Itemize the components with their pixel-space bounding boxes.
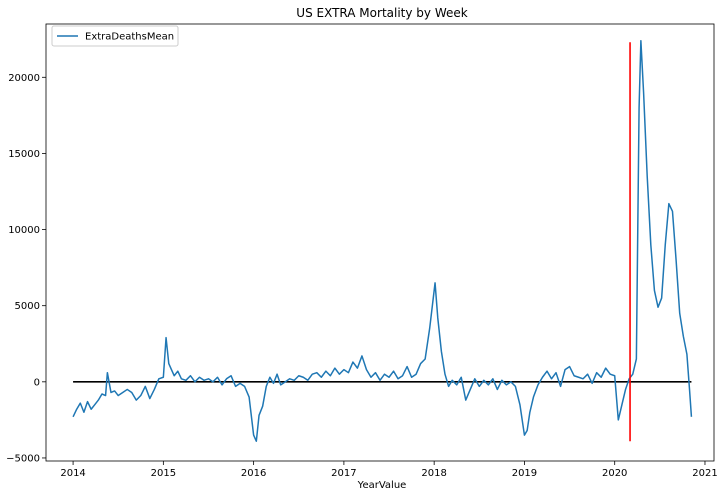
legend-box	[51, 25, 179, 47]
chart-title: US EXTRA Mortality by Week	[296, 6, 467, 20]
y-tick-label: 15000	[8, 149, 40, 160]
x-axis-label: YearValue	[357, 480, 407, 491]
x-tick-label: 2021	[692, 468, 717, 479]
legend: ExtraDeathsMean	[51, 25, 179, 47]
y-axis-ticks: −5000 0 5000 10000 15000 20000	[6, 73, 46, 464]
y-tick-label: 20000	[8, 73, 40, 84]
x-tick-label: 2020	[602, 468, 627, 479]
x-tick-label: 2018	[421, 468, 446, 479]
y-tick-label: −5000	[6, 453, 40, 464]
y-tick-label: 10000	[8, 225, 40, 236]
x-axis-ticks: 2014 2015 2016 2017 2018 2019 2020 2021	[60, 461, 718, 479]
x-tick-label: 2015	[151, 468, 176, 479]
legend-entry-label: ExtraDeathsMean	[85, 32, 174, 43]
x-tick-label: 2019	[512, 468, 537, 479]
extra-deaths-line	[72, 40, 693, 442]
x-tick-label: 2017	[331, 468, 356, 479]
series-layer	[72, 40, 693, 442]
axes-frame	[45, 23, 715, 462]
y-tick-label: 5000	[15, 301, 40, 312]
plot-area	[45, 23, 715, 462]
x-tick-label: 2016	[241, 468, 266, 479]
x-tick-label: 2014	[60, 468, 85, 479]
y-tick-label: 0	[34, 377, 40, 388]
